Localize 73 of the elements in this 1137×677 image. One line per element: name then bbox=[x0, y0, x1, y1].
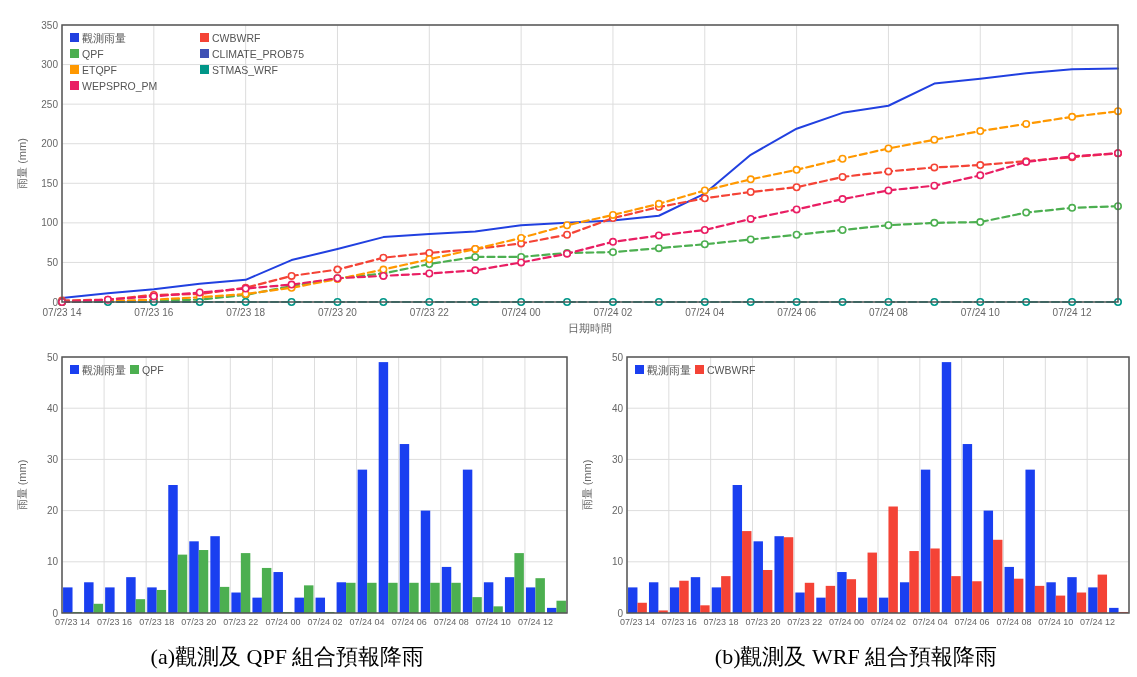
legend-label: STMAS_WRF bbox=[212, 63, 278, 76]
x-tick-label: 07/23 20 bbox=[318, 307, 358, 318]
x-tick-label: 07/24 04 bbox=[685, 307, 725, 318]
y-tick-label: 0 bbox=[52, 296, 59, 308]
legend-label: CWBWRF bbox=[707, 363, 756, 376]
legend-label: QPF bbox=[82, 47, 104, 60]
x-tick-label: 07/24 04 bbox=[912, 617, 948, 627]
x-tick-label: 07/23 22 bbox=[787, 617, 823, 627]
x-tick-label: 07/23 16 bbox=[661, 617, 697, 627]
x-tick-label: 07/24 06 bbox=[954, 617, 990, 627]
x-tick-label: 07/24 02 bbox=[307, 617, 343, 627]
x-tick-label: 07/23 22 bbox=[223, 617, 259, 627]
x-tick-label: 07/23 14 bbox=[55, 617, 91, 627]
legend-label: WEPSPRO_PM bbox=[82, 79, 158, 92]
x-tick-label: 07/23 20 bbox=[181, 617, 217, 627]
text: (a)觀測及 QPF 組合預報降雨 bbox=[150, 644, 425, 669]
y-tick-label: 100 bbox=[41, 217, 59, 229]
x-tick-label: 07/24 08 bbox=[996, 617, 1032, 627]
y-axis-title: 雨量 (mm) bbox=[16, 459, 28, 511]
legend-label: QPF bbox=[142, 363, 164, 376]
x-tick-label: 07/24 00 bbox=[501, 307, 542, 318]
y-tick-label: 10 bbox=[611, 556, 624, 568]
y-tick-label: 40 bbox=[46, 402, 59, 414]
x-tick-label: 07/23 16 bbox=[97, 617, 133, 627]
x-tick-label: 07/24 10 bbox=[475, 617, 511, 627]
y-tick-label: 150 bbox=[41, 177, 59, 189]
y-tick-label: 20 bbox=[611, 505, 624, 517]
x-tick-label: 07/24 10 bbox=[960, 307, 1001, 318]
x-tick-label: 07/24 04 bbox=[349, 617, 385, 627]
y-tick-label: 10 bbox=[46, 556, 59, 568]
legend-label: ETQPF bbox=[82, 63, 118, 76]
y-tick-label: 0 bbox=[617, 607, 624, 619]
y-tick-label: 300 bbox=[41, 59, 59, 71]
y-tick-label: 250 bbox=[41, 98, 59, 110]
x-tick-label: 07/23 18 bbox=[703, 617, 739, 627]
x-tick-label: 07/24 12 bbox=[517, 617, 553, 627]
legend-label: CWBWRF bbox=[212, 31, 261, 44]
x-tick-label: 07/24 08 bbox=[868, 307, 909, 318]
x-tick-label: 07/24 12 bbox=[1080, 617, 1116, 627]
y-tick-label: 30 bbox=[46, 453, 59, 465]
legend-label: 觀測雨量 bbox=[82, 31, 126, 44]
x-tick-label: 07/23 22 bbox=[409, 307, 450, 318]
y-tick-label: 50 bbox=[46, 256, 59, 268]
x-tick-label: 07/23 20 bbox=[745, 617, 781, 627]
x-tick-label: 07/23 14 bbox=[42, 307, 82, 318]
x-axis-title: 日期時間 bbox=[568, 322, 612, 334]
x-tick-label: 07/24 00 bbox=[265, 617, 301, 627]
x-tick-label: 07/24 08 bbox=[433, 617, 469, 627]
x-tick-label: 07/24 12 bbox=[1052, 307, 1092, 318]
x-tick-label: 07/23 14 bbox=[619, 617, 655, 627]
y-tick-label: 30 bbox=[611, 453, 624, 465]
x-tick-label: 07/24 06 bbox=[391, 617, 427, 627]
y-tick-label: 200 bbox=[41, 138, 59, 150]
text: (b)觀測及 WRF 組合預報降雨 bbox=[714, 644, 998, 669]
x-tick-label: 07/24 06 bbox=[777, 307, 817, 318]
x-tick-label: 07/23 16 bbox=[134, 307, 174, 318]
legend-label: 觀測雨量 bbox=[82, 363, 126, 376]
y-tick-label: 350 bbox=[41, 19, 59, 31]
y-tick-label: 40 bbox=[611, 402, 624, 414]
x-tick-label: 07/24 02 bbox=[593, 307, 633, 318]
y-tick-label: 0 bbox=[52, 607, 59, 619]
legend-label: CLIMATE_PROB75 bbox=[212, 47, 305, 60]
legend-label: 觀測雨量 bbox=[647, 363, 691, 376]
y-tick-label: 50 bbox=[611, 351, 624, 363]
x-tick-label: 07/24 10 bbox=[1038, 617, 1074, 627]
x-tick-label: 07/23 18 bbox=[226, 307, 266, 318]
y-tick-label: 20 bbox=[46, 505, 59, 517]
x-tick-label: 07/24 02 bbox=[870, 617, 906, 627]
y-axis-title: 雨量 (mm) bbox=[16, 138, 28, 189]
x-tick-label: 07/23 18 bbox=[139, 617, 175, 627]
x-tick-label: 07/24 00 bbox=[829, 617, 865, 627]
y-axis-title: 雨量 (mm) bbox=[581, 459, 593, 511]
y-tick-label: 50 bbox=[46, 351, 59, 363]
